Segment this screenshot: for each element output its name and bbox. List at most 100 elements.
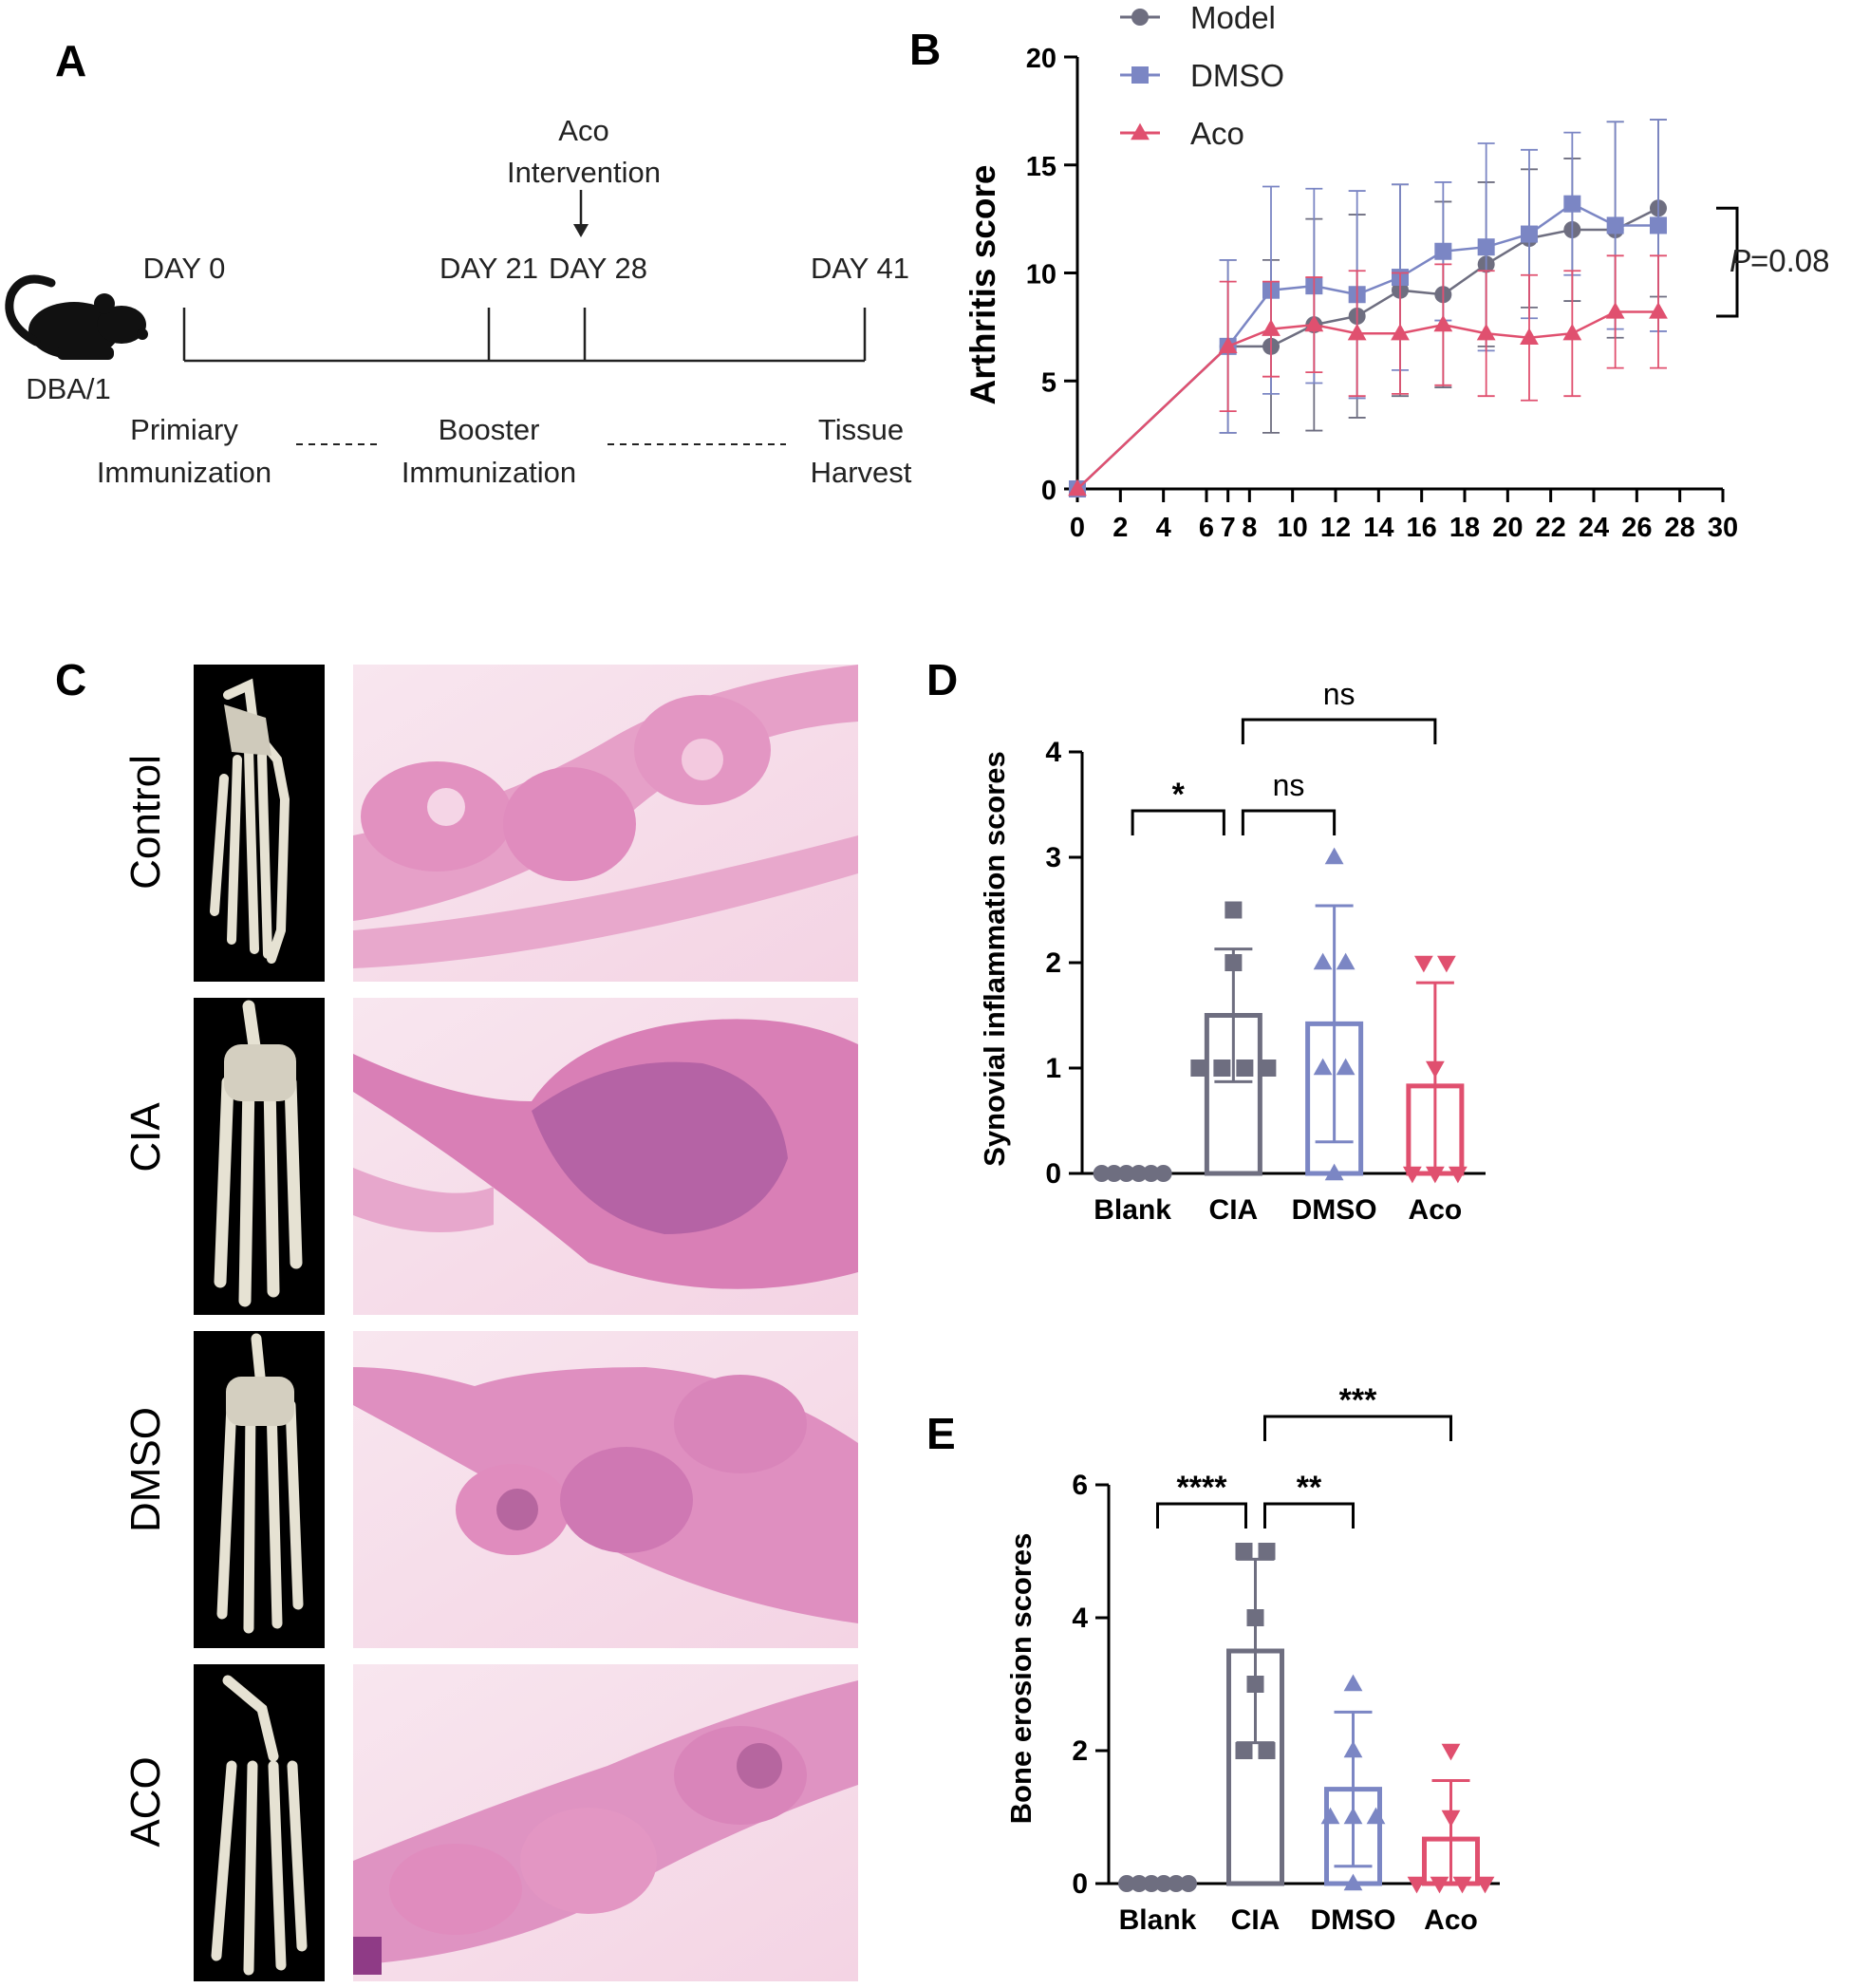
panel-e: E Bone erosion scores 0 2 4 6 Blank CIA DMSO Ac… [926, 1382, 1500, 1936]
b-data-point [1606, 216, 1624, 234]
b-x-tick-label: 0 [1070, 513, 1085, 543]
b-data-point [1562, 323, 1582, 341]
d-y-tick-label: 4 [1045, 737, 1061, 768]
phase-2-line1: Booster [439, 413, 540, 446]
b-x-tick-label: 2 [1112, 513, 1128, 543]
panel-label-c: C [55, 655, 86, 704]
d-data-point [1336, 952, 1356, 970]
e-data-point [1155, 1875, 1172, 1892]
e-data-point [1441, 1743, 1461, 1761]
b-series-line [1076, 202, 1658, 490]
e-significance-bracket [1156, 1502, 1247, 1529]
d-y-tick-label: 2 [1045, 947, 1061, 979]
d-data-point [1448, 1166, 1468, 1184]
row-label-dmso: DMSO [122, 1407, 169, 1532]
d-data-point [1225, 901, 1243, 919]
e-y-tick-label: 0 [1072, 1868, 1088, 1900]
row-label-cia: CIA [122, 1102, 169, 1172]
b-data-point [1068, 478, 1087, 497]
d-data-point [1324, 847, 1344, 865]
d-bar-group-aco [1402, 955, 1468, 1184]
day-label-0: DAY 0 [143, 252, 226, 285]
b-x-tick-label: 20 [1492, 513, 1523, 543]
b-y-tick-label: 15 [1026, 152, 1056, 182]
b-data-point [1650, 216, 1667, 234]
d-data-point [1213, 1060, 1231, 1077]
e-category-label: Blank [1119, 1904, 1197, 1936]
b-data-point [1521, 225, 1538, 243]
e-category-label: CIA [1231, 1904, 1281, 1936]
phase-3-line1: Tissue [818, 413, 904, 446]
b-x-tick-label: 30 [1708, 513, 1738, 543]
d-y-tick-label: 0 [1045, 1158, 1061, 1190]
e-bar-group-dmso [1320, 1674, 1386, 1891]
b-series-aco [1068, 254, 1668, 497]
d-category-label: CIA [1209, 1194, 1259, 1226]
b-data-point [1563, 195, 1581, 213]
b-legend-label: Aco [1190, 116, 1244, 151]
e-data-point [1475, 1876, 1495, 1894]
b-y-axis-title: Arthritis score [963, 165, 1002, 405]
e-data-point [1343, 1807, 1363, 1825]
e-y-tick-label: 6 [1072, 1470, 1088, 1501]
panel-c: C Control CIA DMSO ACO [55, 655, 858, 1981]
e-significance-label: **** [1177, 1470, 1228, 1506]
d-category-label: Aco [1409, 1194, 1463, 1226]
d-significance-label: ns [1273, 768, 1305, 802]
b-data-point [1218, 336, 1238, 354]
d-y-axis-title: Synovial inflammation scores [978, 751, 1011, 1167]
d-bar-group-dmso [1305, 847, 1364, 1181]
b-data-point [1649, 302, 1668, 319]
phase-1-line2: Immunization [97, 456, 271, 489]
e-significance-bracket [1263, 1502, 1355, 1529]
d-data-point [1313, 1058, 1333, 1076]
d-data-point [1436, 955, 1456, 973]
day-label-28: DAY 28 [549, 252, 647, 285]
e-bar-group-aco [1407, 1743, 1495, 1894]
b-data-point [1476, 323, 1496, 341]
e-data-point [1407, 1876, 1427, 1894]
row-label-aco: ACO [122, 1756, 169, 1847]
b-series-line [1076, 310, 1658, 490]
d-bar-group-blank [1093, 1165, 1172, 1182]
d-data-point [1236, 1060, 1254, 1077]
panel-label-a: A [55, 36, 86, 85]
d-data-point [1117, 1165, 1135, 1182]
b-data-point [1605, 302, 1625, 319]
b-data-point [1433, 314, 1453, 332]
d-significance-bracket [1241, 809, 1337, 835]
b-x-tick-label: 12 [1320, 513, 1351, 543]
e-data-point [1320, 1807, 1340, 1825]
ct-image-dmso [194, 1331, 325, 1648]
e-significance-label: ** [1297, 1470, 1322, 1506]
b-y-tick-label: 0 [1041, 476, 1056, 506]
e-category-label: Aco [1424, 1904, 1478, 1936]
intervention-arrowhead [573, 224, 589, 237]
b-data-point [1304, 314, 1324, 332]
day-label-41: DAY 41 [811, 252, 909, 285]
d-significance-bracket [1131, 809, 1225, 835]
d-data-point [1190, 1060, 1208, 1077]
b-x-tick-label: 18 [1449, 513, 1480, 543]
b-y-tick-label: 20 [1026, 44, 1056, 74]
d-data-point [1313, 952, 1333, 970]
b-y-tick-label: 5 [1041, 367, 1056, 398]
phase-1-line1: Primiary [130, 413, 238, 446]
e-data-point [1258, 1543, 1276, 1560]
e-significance-bracket [1263, 1415, 1452, 1441]
d-data-point [1093, 1165, 1111, 1182]
d-data-point [1142, 1165, 1160, 1182]
e-data-point [1343, 1674, 1363, 1692]
panel-label-d: D [926, 655, 958, 704]
b-significance-bracket [1716, 206, 1739, 318]
b-data-point [1520, 328, 1539, 345]
panel-a: A DBA/1 Aco Intervention DAY 0 DAY 21 DA… [5, 36, 912, 489]
e-data-point [1168, 1875, 1185, 1892]
phase-2-line2: Immunization [402, 456, 576, 489]
d-significance-label: * [1172, 777, 1186, 813]
e-data-point [1343, 1873, 1363, 1891]
